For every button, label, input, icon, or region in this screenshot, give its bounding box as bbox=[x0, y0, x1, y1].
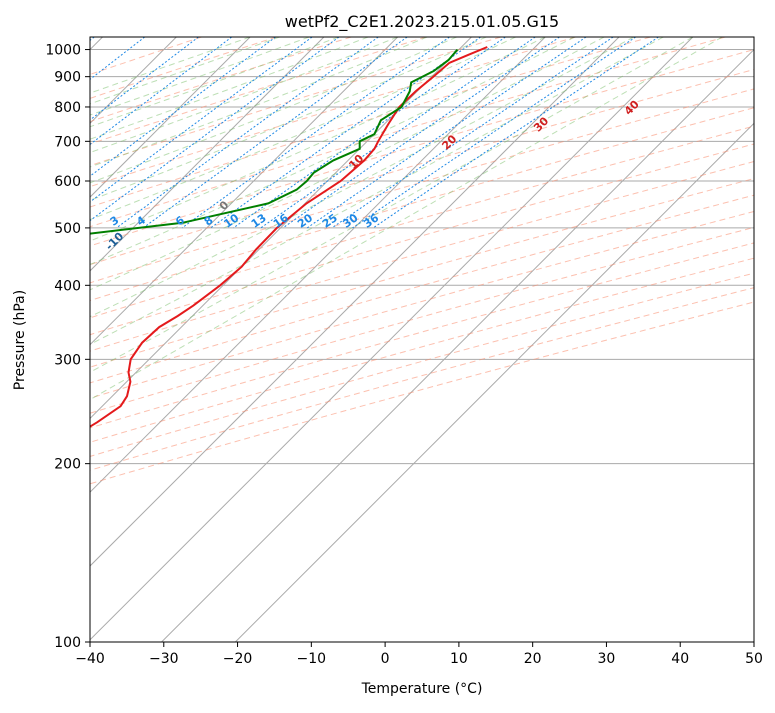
background-lines bbox=[90, 37, 754, 642]
dry-adiabat-90 bbox=[90, 125, 754, 319]
dry-adiabat--20 bbox=[90, 37, 277, 99]
moist-adiabat--12 bbox=[90, 37, 310, 116]
y-tick-label-100: 100 bbox=[54, 635, 81, 651]
moist-adiabat-0 bbox=[90, 37, 398, 154]
moist-adiabat-12 bbox=[90, 37, 487, 201]
isotherm-10 bbox=[90, 37, 472, 420]
moist-adiabat-16 bbox=[90, 37, 516, 221]
y-tick-label-1000: 1000 bbox=[45, 43, 81, 59]
y-tick-label-800: 800 bbox=[54, 100, 81, 116]
dry-adiabat-10 bbox=[90, 37, 501, 167]
dry-adiabat-180 bbox=[90, 272, 754, 457]
dry-adiabat--30 bbox=[90, 37, 202, 75]
isotherm-50 bbox=[161, 48, 754, 642]
dry-adiabat-190 bbox=[90, 287, 754, 471]
mixing-ratio-line-3 bbox=[90, 37, 233, 146]
isotherm-0 bbox=[90, 37, 399, 346]
y-tick-label-400: 400 bbox=[54, 278, 81, 294]
isotherm-60 bbox=[234, 122, 754, 642]
dry-adiabat-70 bbox=[90, 88, 754, 284]
x-tick-label-10: 10 bbox=[450, 651, 468, 667]
dry-adiabat-50 bbox=[90, 49, 754, 247]
dry-adiabat-60 bbox=[90, 68, 754, 266]
y-tick-label-500: 500 bbox=[54, 221, 81, 237]
mixing-ratio-line-9 bbox=[181, 37, 450, 229]
mixing-ratio-label-4: 1 bbox=[13, 213, 27, 228]
dry-adiabat-110 bbox=[90, 160, 754, 352]
y-axis: 1000 900 800 700 600 500 400 300 200 100 bbox=[45, 43, 90, 651]
dry-adiabat-120 bbox=[90, 178, 754, 368]
moist-adiabat-20 bbox=[90, 37, 546, 242]
moist-adiabat--20 bbox=[90, 37, 251, 94]
profile-curves bbox=[90, 46, 488, 428]
dry-adiabat-200 bbox=[90, 301, 754, 485]
x-tick-label-30: 30 bbox=[598, 651, 616, 667]
mixing-ratio-line-8 bbox=[142, 37, 408, 229]
x-tick-label--10: −10 bbox=[297, 651, 327, 667]
dry-adiabat-150 bbox=[90, 226, 754, 414]
moist-adiabat-label-0: 10 bbox=[346, 152, 366, 172]
isotherm-label-9: -10 bbox=[103, 229, 126, 252]
x-tick-label--20: −20 bbox=[223, 651, 253, 667]
y-axis-label: Pressure (hPa) bbox=[12, 290, 28, 390]
mixing-ratio-line-6 bbox=[90, 37, 340, 222]
isotherm--20 bbox=[90, 37, 251, 198]
y-tick-label-300: 300 bbox=[54, 352, 81, 368]
mixing-ratio-line-13 bbox=[282, 37, 560, 229]
dry-adiabat-130 bbox=[90, 194, 754, 384]
x-tick-label-20: 20 bbox=[524, 651, 542, 667]
moist-adiabat-4 bbox=[90, 37, 428, 168]
x-axis-label: Temperature (°C) bbox=[361, 681, 483, 697]
line-labels: 0.10.20.40.611.52346810131620253036-100-… bbox=[0, 97, 642, 281]
moist-adiabat--8 bbox=[90, 37, 339, 128]
chart-title: wetPf2_C2E1.2023.215.01.05.G15 bbox=[285, 12, 559, 32]
x-tick-label-0: 0 bbox=[381, 651, 390, 667]
isotherm-label-8: -20 bbox=[0, 258, 23, 281]
moist-adiabat-8 bbox=[90, 37, 457, 184]
isotherm--10 bbox=[90, 37, 325, 272]
plot-frame bbox=[89, 36, 755, 643]
dry-adiabat-100 bbox=[90, 143, 754, 336]
dry-adiabat-0 bbox=[90, 37, 427, 145]
mixing-ratio-line-0 bbox=[90, 37, 95, 42]
y-tick-label-600: 600 bbox=[54, 174, 81, 190]
dry-adiabat-170 bbox=[90, 257, 754, 443]
dry-adiabat--10 bbox=[90, 37, 352, 123]
dry-adiabat-80 bbox=[90, 107, 754, 302]
mixing-ratio-line-12 bbox=[260, 37, 536, 229]
dry-adiabat-160 bbox=[90, 242, 754, 429]
dry-adiabat-140 bbox=[90, 210, 754, 399]
temperature-profile bbox=[90, 46, 488, 428]
moist-adiabat-24 bbox=[90, 37, 575, 266]
moist-adiabat-36 bbox=[90, 37, 664, 345]
dry-adiabat-40 bbox=[90, 37, 726, 228]
dry-adiabat-30 bbox=[90, 37, 651, 208]
moist-adiabat-label-3: 40 bbox=[622, 97, 642, 117]
moist-adiabat--4 bbox=[90, 37, 369, 140]
mixing-ratio-line-16 bbox=[352, 37, 636, 229]
x-tick-label-50: 50 bbox=[745, 651, 763, 667]
mixing-ratio-line-14 bbox=[306, 37, 587, 229]
moist-adiabat-40 bbox=[90, 37, 694, 373]
isotherm-30 bbox=[90, 37, 620, 567]
mixing-ratio-line-1 bbox=[90, 37, 146, 80]
x-tick-label-40: 40 bbox=[671, 651, 689, 667]
mixing-ratio-line-17 bbox=[373, 37, 659, 229]
mixing-ratio-line-2 bbox=[90, 37, 199, 121]
y-tick-label-900: 900 bbox=[54, 70, 81, 86]
mixing-ratio-line-7 bbox=[116, 37, 379, 229]
moist-adiabat-32 bbox=[90, 37, 635, 318]
x-axis: −40 −30 −20 −10 0 10 20 30 40 50 bbox=[75, 642, 763, 667]
x-tick-label--40: −40 bbox=[75, 651, 105, 667]
y-tick-label-700: 700 bbox=[54, 134, 81, 150]
isotherm-40 bbox=[90, 37, 694, 641]
moist-adiabat-44 bbox=[90, 37, 723, 401]
x-tick-label--30: −30 bbox=[149, 651, 179, 667]
y-tick-label-200: 200 bbox=[54, 457, 81, 473]
dewpoint-profile bbox=[90, 48, 459, 235]
moist-adiabat-28 bbox=[90, 37, 605, 291]
